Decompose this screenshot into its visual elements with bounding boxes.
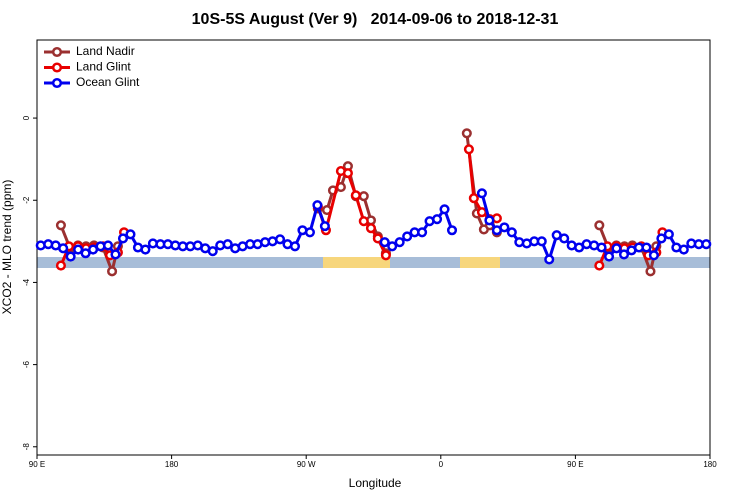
series-point <box>304 227 315 238</box>
series-point <box>365 223 377 234</box>
series-point <box>596 242 607 253</box>
series-point <box>461 128 472 139</box>
y-tick-label: -2 <box>22 196 31 204</box>
ocean-strip <box>390 257 460 268</box>
x-tick-label: 180 <box>165 460 179 469</box>
series-point <box>484 215 495 226</box>
legend-label: Land Nadir <box>76 44 135 58</box>
land-strip <box>323 257 390 268</box>
series-point <box>432 214 443 225</box>
series-point <box>559 233 570 244</box>
series-point <box>468 193 479 204</box>
y-axis-label: XCO2 - MLO trend (ppm) <box>0 180 14 315</box>
legend-marker <box>51 77 63 89</box>
ocean-strip <box>37 257 323 268</box>
series-point <box>73 244 84 255</box>
series-point <box>476 188 487 199</box>
series-point <box>80 248 91 259</box>
series-point <box>536 236 547 247</box>
series-point <box>342 168 353 179</box>
series-point <box>645 266 656 277</box>
y-tick-label: -6 <box>22 361 31 369</box>
x-axis-label: Longitude <box>349 476 402 490</box>
series-point <box>117 233 129 244</box>
series-point <box>387 241 398 252</box>
y-tick-label: 0 <box>22 115 31 120</box>
series-point <box>394 237 405 248</box>
series-point <box>58 243 69 254</box>
x-tick-label: 180 <box>703 460 717 469</box>
series-point <box>274 234 286 245</box>
x-tick-label: 0 <box>439 460 444 469</box>
land-strip <box>460 257 500 268</box>
series-point <box>312 200 323 211</box>
series-point <box>648 250 659 261</box>
series-point <box>604 251 615 262</box>
series-point <box>350 190 361 201</box>
legend-label: Ocean Glint <box>76 75 140 89</box>
series-point <box>506 227 517 238</box>
series-point <box>319 221 330 232</box>
y-tick-label: -8 <box>22 443 31 451</box>
series-point <box>125 229 136 240</box>
series-point <box>222 239 233 250</box>
series-point <box>55 220 66 231</box>
series-point <box>499 222 510 233</box>
series-point <box>402 231 413 242</box>
y-tick-label: -4 <box>22 278 31 286</box>
series-point <box>207 246 218 257</box>
legend-marker <box>51 46 63 58</box>
series-point <box>611 243 622 254</box>
series-point <box>446 225 458 236</box>
series-point <box>544 254 555 265</box>
legend-label: Land Glint <box>76 60 131 74</box>
series-point <box>102 240 114 251</box>
series-point <box>476 207 487 218</box>
legend-marker <box>51 62 63 73</box>
series-point <box>379 237 390 248</box>
series-point <box>618 249 630 260</box>
series-point <box>380 250 391 261</box>
series-point <box>289 241 301 252</box>
series-point <box>663 229 674 240</box>
series-point <box>417 227 428 238</box>
series-point <box>107 266 118 277</box>
series-point <box>55 260 66 271</box>
x-tick-label: 90 E <box>29 460 45 469</box>
series-point <box>594 220 605 231</box>
series-point <box>140 244 151 255</box>
series-point <box>678 244 689 255</box>
surface-strip <box>37 257 710 268</box>
series-point <box>641 242 652 253</box>
series-point <box>358 191 369 202</box>
series-point <box>701 239 712 250</box>
x-tick-label: 90 W <box>297 460 316 469</box>
series-point <box>65 251 76 262</box>
series-point <box>110 249 121 260</box>
ocean-strip <box>500 257 710 268</box>
series-point <box>463 144 474 155</box>
x-tick-label: 90 E <box>567 460 583 469</box>
chart-title: 10S-5S August (Ver 9) 2014-09-06 to 2018… <box>192 11 559 28</box>
series-point <box>358 216 369 227</box>
series-point <box>594 260 605 271</box>
series-point <box>439 204 450 215</box>
series-point <box>656 233 667 244</box>
